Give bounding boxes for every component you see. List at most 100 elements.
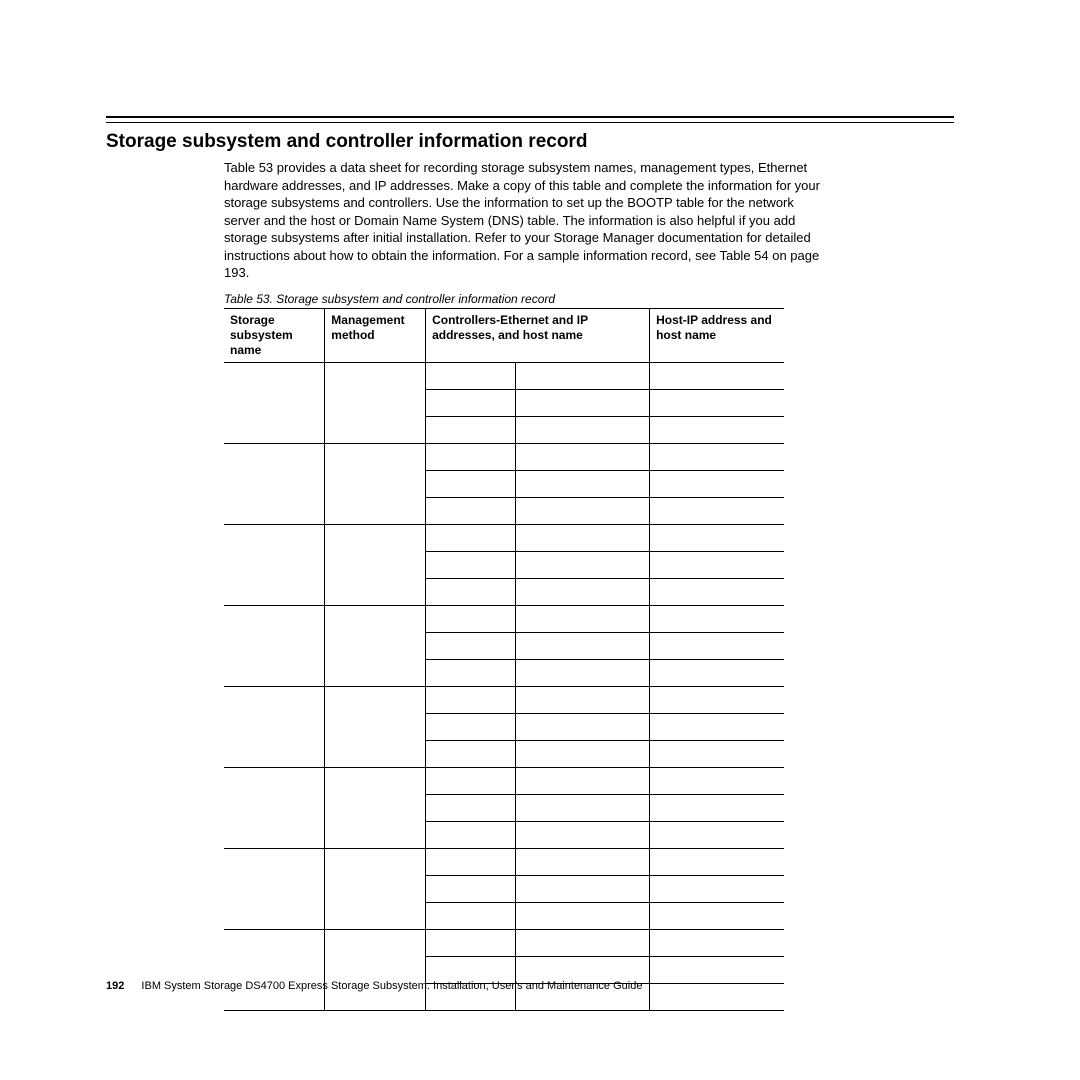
cell-host bbox=[650, 848, 784, 875]
cell-host bbox=[650, 956, 784, 983]
cell-controller-b bbox=[515, 659, 649, 686]
cell-controller-a bbox=[426, 713, 516, 740]
cell-host bbox=[650, 686, 784, 713]
table-row bbox=[224, 686, 784, 713]
table-row bbox=[224, 605, 784, 632]
col-header-host: Host-IP address and host name bbox=[650, 308, 784, 362]
cell-controller-a bbox=[426, 686, 516, 713]
cell-host bbox=[650, 389, 784, 416]
cell-controller-b bbox=[515, 632, 649, 659]
cell-subsystem bbox=[224, 605, 325, 686]
cell-controller-a bbox=[426, 740, 516, 767]
cell-controller-b bbox=[515, 686, 649, 713]
cell-host bbox=[650, 605, 784, 632]
cell-host bbox=[650, 416, 784, 443]
cell-host bbox=[650, 767, 784, 794]
cell-subsystem bbox=[224, 929, 325, 1010]
cell-controller-b bbox=[515, 470, 649, 497]
cell-subsystem bbox=[224, 524, 325, 605]
cell-host bbox=[650, 902, 784, 929]
cell-controller-b bbox=[515, 902, 649, 929]
cell-controller-b bbox=[515, 524, 649, 551]
page-number: 192 bbox=[106, 980, 124, 992]
table-row bbox=[224, 524, 784, 551]
table-row bbox=[224, 929, 784, 956]
section-title: Storage subsystem and controller informa… bbox=[106, 131, 954, 153]
table-header-row: Storage subsystem name Management method… bbox=[224, 308, 784, 362]
cell-management bbox=[325, 605, 426, 686]
cell-host bbox=[650, 659, 784, 686]
cell-controller-b bbox=[515, 794, 649, 821]
cell-controller-a bbox=[426, 767, 516, 794]
cell-controller-a bbox=[426, 794, 516, 821]
cell-host bbox=[650, 713, 784, 740]
book-title: IBM System Storage DS4700 Express Storag… bbox=[141, 980, 642, 992]
cell-controller-b bbox=[515, 875, 649, 902]
cell-host bbox=[650, 740, 784, 767]
cell-controller-a bbox=[426, 362, 516, 389]
cell-management bbox=[325, 848, 426, 929]
top-rule-thick bbox=[106, 116, 954, 118]
cell-management bbox=[325, 362, 426, 443]
cell-controller-a bbox=[426, 470, 516, 497]
cell-controller-a bbox=[426, 902, 516, 929]
cell-host bbox=[650, 443, 784, 470]
cell-management bbox=[325, 524, 426, 605]
table-caption: Table 53. Storage subsystem and controll… bbox=[224, 292, 954, 306]
cell-host bbox=[650, 578, 784, 605]
cell-subsystem bbox=[224, 362, 325, 443]
cell-host bbox=[650, 929, 784, 956]
cell-subsystem bbox=[224, 686, 325, 767]
cell-host bbox=[650, 821, 784, 848]
cell-management bbox=[325, 767, 426, 848]
intro-paragraph: Table 53 provides a data sheet for recor… bbox=[224, 159, 822, 282]
intro-text: Table 53 provides a data sheet for recor… bbox=[224, 159, 822, 282]
cell-controller-b bbox=[515, 416, 649, 443]
cell-controller-a bbox=[426, 524, 516, 551]
cell-subsystem bbox=[224, 443, 325, 524]
cell-host bbox=[650, 983, 784, 1010]
cell-controller-b bbox=[515, 821, 649, 848]
cell-controller-b bbox=[515, 929, 649, 956]
cell-host bbox=[650, 470, 784, 497]
cell-controller-a bbox=[426, 551, 516, 578]
cell-controller-b bbox=[515, 362, 649, 389]
cell-controller-a bbox=[426, 632, 516, 659]
cell-management bbox=[325, 443, 426, 524]
cell-controller-b bbox=[515, 389, 649, 416]
cell-controller-b bbox=[515, 578, 649, 605]
col-header-subsystem: Storage subsystem name bbox=[224, 308, 325, 362]
cell-host bbox=[650, 551, 784, 578]
cell-subsystem bbox=[224, 848, 325, 929]
cell-controller-a bbox=[426, 389, 516, 416]
table-body bbox=[224, 362, 784, 1010]
cell-controller-a bbox=[426, 443, 516, 470]
cell-controller-a bbox=[426, 659, 516, 686]
col-header-management: Management method bbox=[325, 308, 426, 362]
cell-management bbox=[325, 686, 426, 767]
page: Storage subsystem and controller informa… bbox=[0, 0, 1080, 1080]
cell-management bbox=[325, 929, 426, 1010]
cell-controller-a bbox=[426, 929, 516, 956]
col-header-controllers: Controllers-Ethernet and IP addresses, a… bbox=[426, 308, 650, 362]
cell-controller-a bbox=[426, 605, 516, 632]
cell-controller-a bbox=[426, 821, 516, 848]
cell-host bbox=[650, 524, 784, 551]
cell-controller-b bbox=[515, 605, 649, 632]
cell-controller-b bbox=[515, 497, 649, 524]
table-row bbox=[224, 848, 784, 875]
cell-controller-b bbox=[515, 713, 649, 740]
cell-controller-a bbox=[426, 497, 516, 524]
record-table: Storage subsystem name Management method… bbox=[224, 308, 784, 1011]
top-rule-thin bbox=[106, 122, 954, 123]
cell-controller-b bbox=[515, 848, 649, 875]
cell-host bbox=[650, 362, 784, 389]
cell-subsystem bbox=[224, 767, 325, 848]
cell-controller-a bbox=[426, 848, 516, 875]
table-row bbox=[224, 443, 784, 470]
cell-controller-a bbox=[426, 875, 516, 902]
cell-host bbox=[650, 794, 784, 821]
cell-controller-a bbox=[426, 578, 516, 605]
cell-controller-a bbox=[426, 416, 516, 443]
cell-controller-b bbox=[515, 767, 649, 794]
